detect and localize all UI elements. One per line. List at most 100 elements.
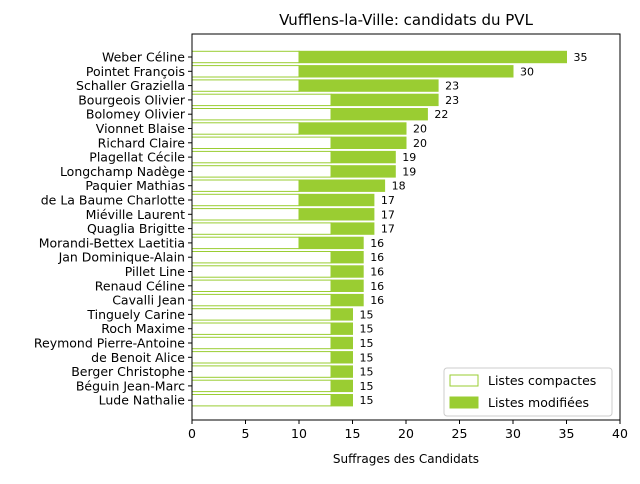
bar-value-label: 15: [360, 323, 374, 336]
bar-modifiees: [330, 279, 364, 293]
bar-modifiees: [330, 150, 396, 164]
bar-value-label: 17: [381, 208, 395, 221]
bar-modifiees: [298, 79, 439, 92]
y-tick-label: Jan Dominique-Alain: [58, 250, 185, 265]
bar-modifiees: [330, 365, 354, 378]
bar-value-label: 15: [360, 394, 374, 407]
y-tick-label: Bolomey Olivier: [86, 107, 186, 122]
y-tick-label: Béguin Jean-Marc: [76, 378, 185, 393]
bar-modifiees: [330, 379, 354, 393]
y-tick-label: Renaud Céline: [95, 278, 186, 293]
x-tick-label: 10: [291, 426, 307, 441]
bar-modifiees: [330, 136, 407, 150]
bar-compactes: [191, 136, 332, 150]
bar-value-label: 16: [370, 280, 384, 293]
bar-compactes: [191, 50, 300, 64]
x-axis-label: Suffrages des Candidats: [333, 452, 479, 466]
x-tick-label: 25: [452, 426, 468, 441]
bar-compactes: [191, 150, 332, 164]
bar-compactes: [191, 208, 300, 221]
bar-compactes: [191, 251, 332, 264]
x-axis-ticks: 0 5 10 15 20 25 30 35 40: [188, 420, 628, 441]
bar-compactes: [191, 179, 300, 192]
y-tick-label: Lude Nathalie: [99, 393, 186, 408]
bar-compactes: [191, 365, 332, 378]
bar-value-label: 15: [360, 366, 374, 379]
bar-compactes: [191, 222, 332, 235]
bar-value-label: 17: [381, 223, 395, 236]
bar-modifiees: [330, 108, 428, 121]
bar-modifiees: [298, 236, 364, 250]
x-tick-label: 20: [398, 426, 414, 441]
bar-modifiees: [330, 265, 364, 278]
x-tick-label: 30: [505, 426, 521, 441]
bars-layer: [191, 50, 567, 407]
y-tick-label: Pointet François: [86, 64, 185, 79]
bar-compactes: [191, 351, 332, 364]
y-tick-label: Paquier Mathias: [85, 178, 185, 193]
legend-box: [443, 367, 613, 417]
bar-modifiees: [330, 293, 364, 307]
bar-value-label: 15: [360, 308, 374, 321]
x-tick-label: 40: [612, 426, 628, 441]
bar-compactes: [191, 79, 300, 92]
y-tick-label: Berger Christophe: [71, 364, 185, 379]
bar-compactes: [191, 122, 300, 135]
legend: Listes compactes Listes modifiées: [443, 367, 613, 417]
x-tick-label: 5: [242, 426, 250, 441]
bar-modifiees: [330, 322, 354, 335]
x-tick-label: 0: [188, 426, 196, 441]
bar-value-label: 15: [360, 337, 374, 350]
bar-modifiees: [298, 179, 386, 192]
bar-modifiees: [330, 351, 354, 364]
bar-value-label: 17: [381, 194, 395, 207]
y-tick-label: de Benoit Alice: [91, 350, 185, 365]
bar-compactes: [191, 93, 332, 107]
y-tick-label: Richard Claire: [98, 135, 186, 150]
bar-compactes: [191, 379, 332, 393]
legend-label-modifiees: Listes modifiées: [488, 395, 589, 410]
bar-compactes: [191, 165, 332, 178]
bar-value-label: 16: [370, 266, 384, 279]
y-tick-label: Tinguely Carine: [86, 307, 185, 322]
bar-value-label: 23: [445, 94, 459, 107]
chart-title: Vufflens-la-Ville: candidats du PVL: [279, 11, 534, 29]
y-tick-label: Miéville Laurent: [86, 207, 185, 222]
bar-modifiees: [330, 394, 354, 407]
y-tick-label: Weber Céline: [102, 50, 185, 65]
bar-compactes: [191, 394, 332, 407]
y-tick-label: Longchamp Nadège: [60, 164, 185, 179]
y-tick-label: Roch Maxime: [101, 321, 185, 336]
legend-swatch-modifiees: [449, 396, 479, 409]
bar-value-label: 22: [434, 108, 448, 121]
bar-value-label: 16: [370, 294, 384, 307]
bar-value-label: 20: [413, 137, 427, 150]
bar-value-label: 16: [370, 251, 384, 264]
legend-swatch-compactes: [449, 374, 479, 387]
bar-modifiees: [330, 308, 354, 321]
y-tick-label: Vionnet Blaise: [96, 121, 186, 136]
x-tick-label: 35: [559, 426, 575, 441]
bar-value-label: 18: [392, 180, 406, 193]
bar-compactes: [191, 193, 300, 207]
bar-compactes: [191, 236, 300, 250]
y-tick-label: Plagellat Cécile: [89, 150, 185, 165]
bar-modifiees: [298, 208, 375, 221]
bar-value-label: 19: [402, 165, 416, 178]
y-tick-label: de La Baume Charlotte: [41, 193, 186, 208]
bar-modifiees: [330, 251, 364, 264]
x-tick-label: 15: [345, 426, 361, 441]
y-tick-label: Cavalli Jean: [112, 293, 185, 308]
bar-compactes: [191, 65, 300, 78]
bar-value-label: 16: [370, 237, 384, 250]
bar-compactes: [191, 293, 332, 307]
bar-compactes: [191, 336, 332, 350]
bar-compactes: [191, 308, 332, 321]
bar-modifiees: [298, 193, 375, 207]
y-tick-label: Pillet Line: [125, 264, 186, 279]
bar-modifiees: [298, 50, 567, 64]
bar-value-label: 30: [520, 65, 534, 78]
